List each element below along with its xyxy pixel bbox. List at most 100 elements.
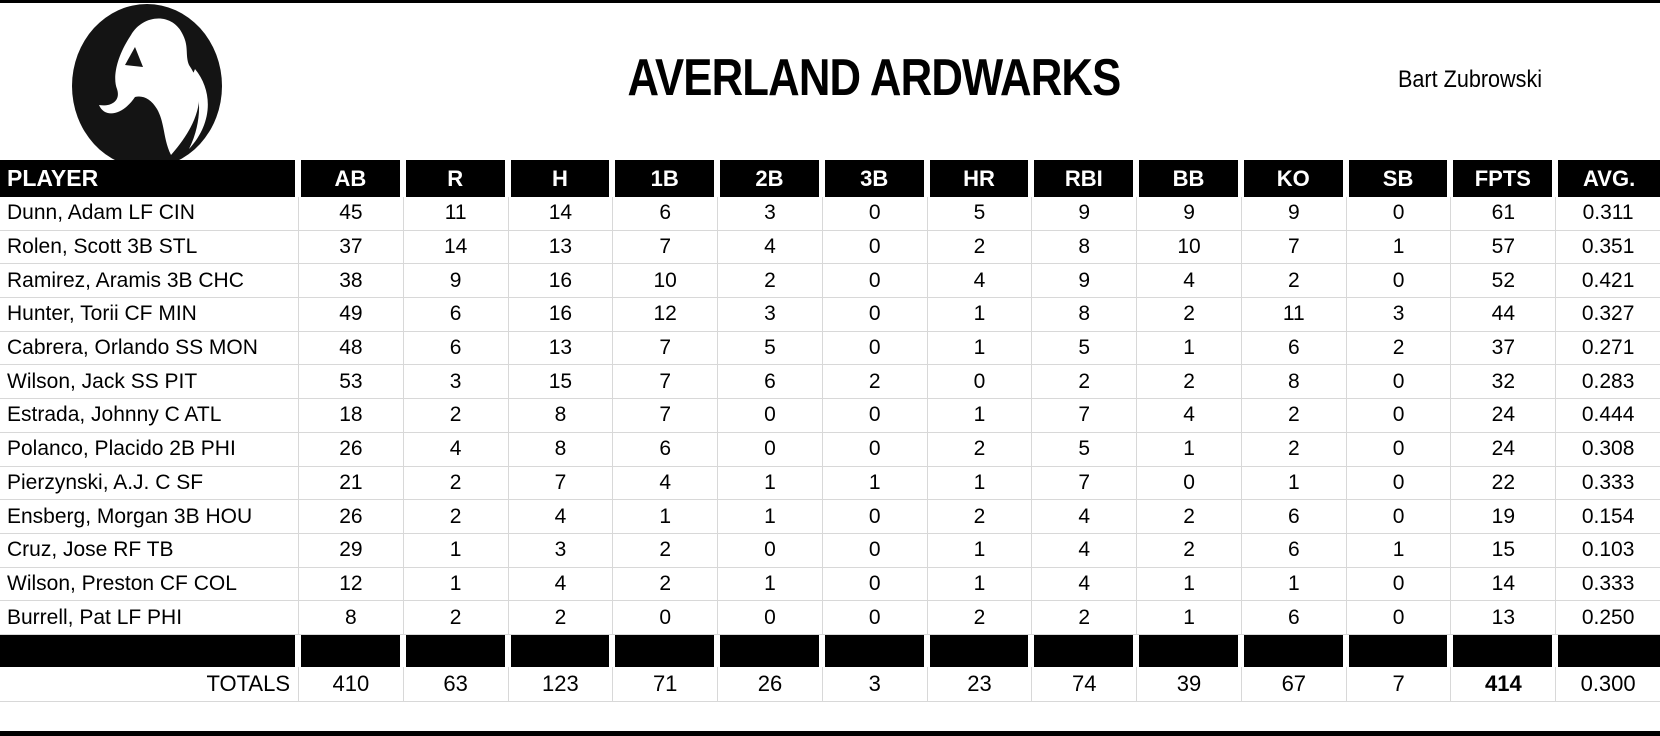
column-header-avg: AVG. (1558, 160, 1660, 197)
rbi-cell: 2 (1031, 365, 1136, 399)
fpts-cell: 22 (1450, 466, 1555, 500)
owner-name: Bart Zubrowski (1397, 66, 1542, 93)
bb-cell: 9 (1136, 197, 1241, 230)
r-cell: 3 (402, 365, 508, 399)
ko-cell: 6 (1240, 601, 1346, 634)
avg-cell: 0.103 (1555, 533, 1660, 567)
bb-cell: 2 (1136, 533, 1241, 567)
column-header-3b: 3B (824, 160, 924, 197)
table-row: Wilson, Jack SS PIT 53 3 15 7 6 2 0 2 2 … (0, 365, 1660, 400)
ab-cell: 38 (298, 264, 403, 298)
2b-cell: 0 (717, 601, 822, 634)
stats-table: PLAYER AB R H 1B 2B 3B HR RBI BB KO SB F… (0, 160, 1660, 702)
h-cell: 2 (507, 601, 613, 634)
h-cell: 3 (507, 533, 613, 567)
aardvark-logo-icon (70, 4, 224, 174)
rbi-cell: 4 (1031, 567, 1136, 601)
separator-cell (1243, 634, 1343, 667)
totals-1b-cell: 71 (612, 666, 717, 701)
totals-row: TOTALS 410 63 123 71 26 3 23 74 39 67 7 … (0, 666, 1660, 702)
rbi-cell: 9 (1031, 197, 1136, 230)
rbi-cell: 9 (1031, 264, 1136, 298)
ko-cell: 11 (1240, 298, 1346, 331)
r-cell: 2 (402, 601, 508, 634)
rbi-cell: 5 (1031, 432, 1136, 466)
h-cell: 4 (507, 567, 613, 601)
2b-cell: 1 (717, 567, 822, 601)
avg-cell: 0.250 (1555, 601, 1660, 634)
separator-cell (929, 634, 1029, 667)
table-row: Wilson, Preston CF COL 12 1 4 2 1 0 1 4 … (0, 567, 1660, 602)
2b-cell: 0 (717, 533, 822, 567)
r-cell: 2 (402, 500, 508, 533)
table-row: Cabrera, Orlando SS MON 48 6 13 7 5 0 1 … (0, 331, 1660, 366)
top-border (0, 0, 1660, 3)
sb-cell: 0 (1345, 197, 1451, 230)
2b-cell: 4 (717, 230, 822, 264)
separator-cell (615, 634, 715, 667)
player-name-cell: Cabrera, Orlando SS MON (7, 336, 258, 360)
ko-cell: 6 (1240, 533, 1346, 567)
table-row: Polanco, Placido 2B PHI 26 4 8 6 0 0 2 5… (0, 432, 1660, 467)
avg-cell: 0.444 (1555, 399, 1660, 432)
3b-cell: 0 (821, 533, 927, 567)
hr-cell: 4 (926, 264, 1032, 298)
h-cell: 8 (507, 399, 613, 432)
column-header-bb: BB (1139, 160, 1238, 197)
ko-cell: 1 (1240, 466, 1346, 500)
bb-cell: 1 (1136, 331, 1241, 365)
bb-cell: 2 (1136, 365, 1241, 399)
r-cell: 14 (402, 230, 508, 264)
table-row: Pierzynski, A.J. C SF 21 2 7 4 1 1 1 7 0… (0, 466, 1660, 501)
totals-2b-cell: 26 (717, 666, 822, 701)
hr-cell: 1 (926, 298, 1032, 331)
sb-cell: 3 (1345, 298, 1451, 331)
table-row: Cruz, Jose RF TB 29 1 3 2 0 0 1 4 2 6 1 … (0, 533, 1660, 568)
1b-cell: 1 (612, 500, 717, 533)
fpts-cell: 37 (1450, 331, 1555, 365)
hr-cell: 1 (926, 399, 1032, 432)
column-header-1b: 1B (615, 160, 715, 197)
3b-cell: 2 (821, 365, 927, 399)
1b-cell: 6 (612, 197, 717, 230)
avg-cell: 0.311 (1555, 197, 1660, 230)
2b-cell: 3 (717, 197, 822, 230)
r-cell: 6 (402, 298, 508, 331)
totals-ko-cell: 67 (1240, 666, 1346, 701)
avg-cell: 0.333 (1555, 567, 1660, 601)
avg-cell: 0.421 (1555, 264, 1660, 298)
1b-cell: 2 (612, 567, 717, 601)
totals-rbi-cell: 74 (1031, 666, 1136, 701)
2b-cell: 0 (717, 399, 822, 432)
2b-cell: 1 (717, 500, 822, 533)
sb-cell: 0 (1345, 601, 1451, 634)
ab-cell: 49 (298, 298, 403, 331)
rbi-cell: 4 (1031, 500, 1136, 533)
column-header-r: R (405, 160, 505, 197)
fpts-cell: 19 (1450, 500, 1555, 533)
ab-cell: 18 (298, 399, 403, 432)
3b-cell: 0 (821, 298, 927, 331)
bb-cell: 1 (1136, 567, 1241, 601)
rbi-cell: 7 (1031, 399, 1136, 432)
ko-cell: 2 (1240, 399, 1346, 432)
totals-sb-cell: 7 (1345, 666, 1451, 701)
3b-cell: 0 (821, 500, 927, 533)
sb-cell: 2 (1345, 331, 1451, 365)
r-cell: 6 (402, 331, 508, 365)
player-name-cell: Rolen, Scott 3B STL (7, 235, 198, 259)
2b-cell: 2 (717, 264, 822, 298)
fpts-cell: 57 (1450, 230, 1555, 264)
ab-cell: 48 (298, 331, 403, 365)
h-cell: 13 (507, 230, 613, 264)
ab-cell: 45 (298, 197, 403, 230)
1b-cell: 7 (612, 399, 717, 432)
3b-cell: 1 (821, 466, 927, 500)
table-row: Rolen, Scott 3B STL 37 14 13 7 4 0 2 8 1… (0, 230, 1660, 265)
1b-cell: 10 (612, 264, 717, 298)
separator-cell (824, 634, 924, 667)
totals-bb-cell: 39 (1136, 666, 1241, 701)
r-cell: 2 (402, 466, 508, 500)
3b-cell: 0 (821, 399, 927, 432)
bb-cell: 4 (1136, 399, 1241, 432)
